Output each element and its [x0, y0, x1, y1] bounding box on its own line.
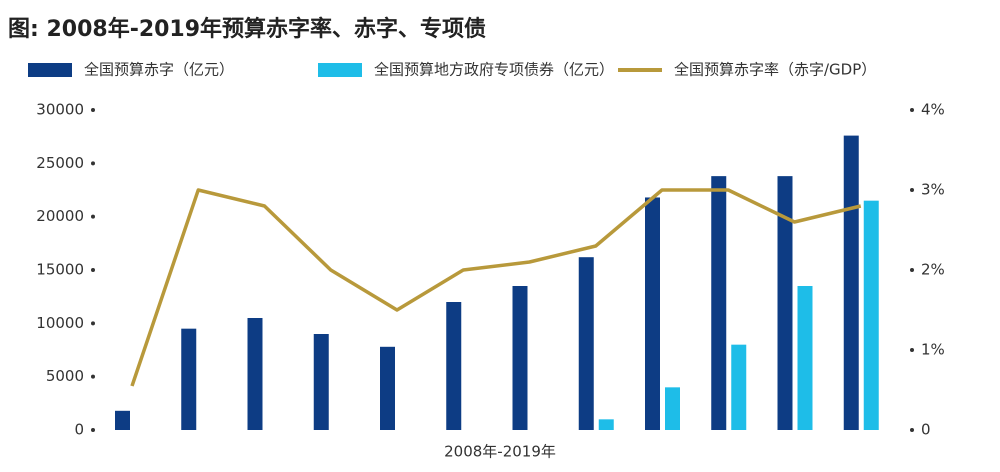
bar	[512, 286, 528, 430]
bar	[446, 302, 462, 430]
legend-swatch	[28, 63, 72, 77]
bar	[181, 328, 197, 430]
y2-tick-label: 1%	[921, 341, 945, 359]
bar	[313, 334, 329, 430]
bar	[665, 387, 680, 430]
legend-label: 全国预算赤字率（赤字/GDP）	[674, 61, 876, 79]
y2-tick-label: 0	[921, 421, 931, 439]
y-tick-label: 30000	[36, 101, 84, 119]
bar	[863, 200, 879, 430]
line	[130, 188, 862, 387]
legend-label: 全国预算赤字（亿元）	[84, 61, 234, 79]
y2-tick-label: 2%	[921, 261, 945, 279]
y2-tick-mark	[910, 428, 914, 432]
y2-tick-mark	[910, 268, 914, 272]
bar	[797, 286, 813, 430]
legend-swatch	[318, 63, 362, 77]
y2-tick-mark	[910, 348, 914, 352]
bar	[598, 419, 614, 430]
x-axis-label: 2008年-2019年	[444, 443, 556, 461]
y-tick-label: 0	[74, 421, 84, 439]
bar	[380, 346, 395, 430]
bar	[578, 257, 594, 430]
y2-tick-mark	[910, 108, 914, 112]
y2-tick-label: 3%	[921, 181, 945, 199]
y-tick-label: 25000	[36, 154, 84, 172]
y-tick-mark	[91, 214, 95, 219]
y2-tick-mark	[910, 188, 914, 192]
bar	[645, 197, 660, 430]
y-tick-mark	[91, 374, 95, 379]
bar	[711, 176, 727, 430]
bar	[731, 344, 747, 430]
y2-tick-label: 4%	[921, 101, 945, 119]
y-tick-mark	[91, 268, 95, 272]
y-tick-label: 15000	[36, 261, 84, 279]
bar	[115, 410, 130, 430]
chart-title: 图: 2008年-2019年预算赤字率、赤字、专项债	[8, 16, 486, 42]
y-tick-label: 20000	[36, 207, 84, 225]
bar	[843, 135, 859, 430]
y-tick-mark	[91, 161, 95, 166]
bar	[777, 176, 793, 430]
bar	[247, 318, 263, 430]
y-tick-label: 10000	[36, 314, 84, 332]
y-tick-mark	[91, 321, 95, 326]
y-tick-label: 5000	[46, 367, 84, 385]
y-tick-mark	[91, 428, 95, 432]
y-tick-mark	[91, 108, 95, 112]
legend-label: 全国预算地方政府专项债券（亿元）	[374, 61, 614, 79]
